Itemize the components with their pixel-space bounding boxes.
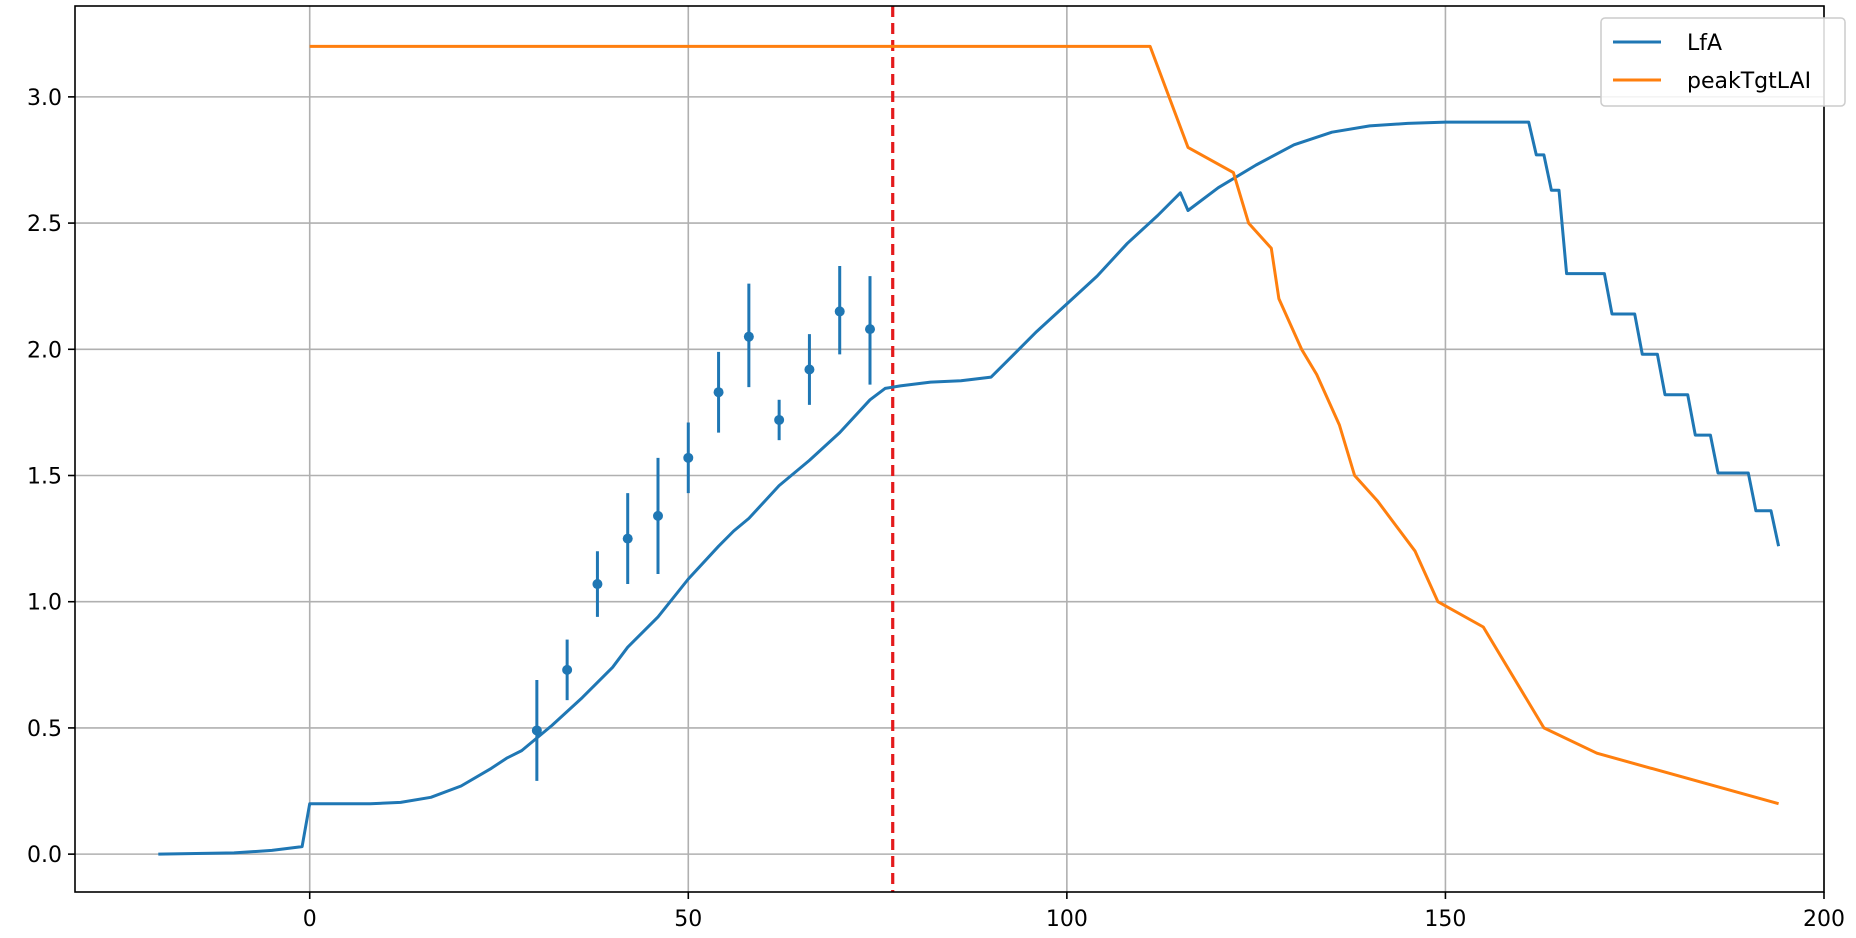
series-layer [158, 44, 1781, 856]
y-tick-label: 2.5 [27, 212, 62, 237]
x-tick-label: 200 [1803, 907, 1845, 932]
observation-point [683, 452, 694, 463]
y-tick-label: 1.5 [27, 465, 62, 490]
y-tick-label: 3.0 [27, 86, 62, 111]
y-tick-label: 1.0 [27, 591, 62, 616]
legend-box [1600, 17, 1846, 107]
observation-point [804, 364, 815, 375]
ticks: 0 50 100 150 200 0.0 0.5 1.0 1.5 2.0 2.5 3.0 [27, 86, 1845, 932]
y-tick-label: 0.0 [27, 843, 62, 868]
legend-label: peakTgtLAI [1687, 69, 1811, 94]
y-tick-label: 0.5 [27, 717, 62, 742]
axes-frame [74, 5, 1825, 893]
observations-layer [531, 265, 875, 781]
observation-point [834, 306, 845, 317]
observation-point [592, 579, 603, 590]
observation-point [622, 533, 633, 544]
legend: LfA peakTgtLAI [1600, 17, 1846, 107]
observation-point [653, 510, 663, 521]
x-tick-label: 50 [674, 907, 702, 932]
legend-label: LfA [1687, 31, 1722, 56]
x-tick-label: 100 [1046, 907, 1088, 932]
observation-point [743, 331, 754, 342]
x-tick-label: 0 [303, 907, 317, 932]
series-line-peaktgtlai [309, 44, 1780, 806]
observation-point [713, 387, 724, 398]
observation-point [774, 414, 785, 425]
observation-point [531, 725, 542, 736]
y-tick-label: 2.0 [27, 338, 62, 363]
observation-point [865, 324, 875, 335]
series-line-lfa [158, 120, 1781, 856]
grid [75, 6, 1825, 892]
observation-point [562, 664, 573, 675]
x-tick-label: 150 [1424, 907, 1466, 932]
